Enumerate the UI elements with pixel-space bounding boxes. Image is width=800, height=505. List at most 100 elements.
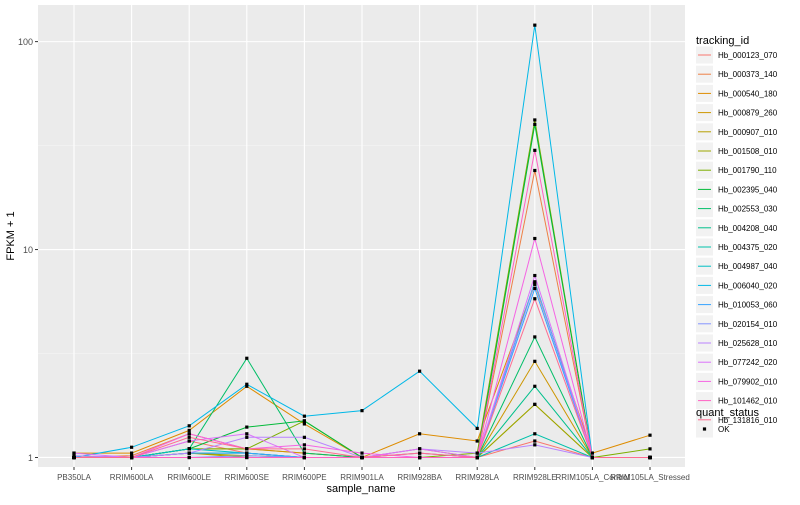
data-point — [418, 455, 422, 460]
x-tick-label: RRIM105LA_Control — [555, 473, 629, 482]
data-point — [245, 356, 249, 360]
x-tick-label: RRIM901LA — [340, 473, 384, 482]
data-point — [360, 455, 364, 460]
data-point — [302, 435, 306, 439]
data-point — [245, 425, 249, 429]
data-point — [302, 443, 306, 447]
data-point — [475, 439, 479, 443]
data-point — [533, 384, 537, 388]
legend-label: Hb_000373_140 — [718, 70, 778, 79]
legend: tracking_id Hb_000123_070 Hb_000373_140 Hb… — [696, 35, 778, 429]
data-point — [533, 297, 537, 301]
x-tick-label: RRIM928LA — [455, 473, 499, 482]
legend-label: Hb_001508_010 — [718, 147, 778, 156]
y-axis: 1 10 100 — [18, 37, 38, 463]
data-point — [533, 439, 537, 443]
shape-legend: quant_status OK — [696, 407, 759, 438]
data-point — [187, 451, 191, 455]
data-point — [302, 455, 306, 460]
data-point — [475, 455, 479, 460]
data-point — [533, 122, 537, 126]
data-point — [245, 435, 249, 439]
data-point — [187, 447, 191, 451]
data-point — [130, 454, 134, 458]
data-point — [187, 424, 191, 428]
legend-label: Hb_002395_040 — [718, 185, 778, 194]
x-tick-label: RRIM928BA — [397, 473, 442, 482]
data-point — [418, 451, 422, 455]
legend-label: Hb_006040_020 — [718, 281, 778, 290]
data-point — [533, 286, 537, 291]
y-tick-label: 1 — [28, 453, 33, 463]
x-tick-label: RRIM600SE — [225, 473, 269, 482]
data-point — [648, 455, 652, 460]
data-point — [533, 443, 537, 447]
data-point — [533, 432, 537, 436]
x-tick-label: RRIM600LA — [110, 473, 154, 482]
data-point — [130, 451, 134, 455]
legend-label: Hb_025628_010 — [718, 339, 778, 348]
data-point — [302, 422, 306, 426]
legend-label: Hb_131816_010 — [718, 416, 778, 425]
data-point — [187, 428, 191, 432]
data-point — [533, 118, 537, 122]
legend-label: Hb_004987_040 — [718, 262, 778, 271]
data-point — [533, 23, 537, 27]
data-point — [533, 148, 537, 152]
data-point — [533, 335, 537, 339]
y-axis-title: FPKM + 1 — [5, 211, 17, 260]
data-point — [245, 454, 249, 458]
data-point — [418, 369, 422, 373]
data-point — [475, 426, 479, 430]
x-axis: PB350LA RRIM600LA RRIM600LE RRIM600SE RRIM60… — [57, 467, 690, 482]
data-point — [360, 451, 364, 455]
data-points — [72, 23, 652, 460]
data-point — [245, 455, 249, 460]
legend-label: Hb_079902_010 — [718, 377, 778, 386]
legend-title: tracking_id — [696, 35, 749, 47]
data-point — [72, 451, 76, 455]
data-point — [533, 273, 537, 278]
y-tick-label: 100 — [18, 37, 33, 47]
data-point — [360, 409, 364, 413]
x-tick-label: RRIM600LE — [167, 473, 211, 482]
data-point — [475, 451, 479, 455]
data-point — [187, 439, 191, 443]
data-point — [302, 414, 306, 418]
data-point — [130, 445, 134, 449]
data-point — [648, 447, 652, 451]
data-point — [245, 447, 249, 451]
data-point — [72, 454, 76, 458]
data-point — [302, 447, 306, 451]
legend-label: Hb_000123_070 — [718, 51, 778, 60]
data-point — [418, 447, 422, 451]
legend-label: Hb_004208_040 — [718, 224, 778, 233]
legend-label: Hb_077242_020 — [718, 358, 778, 367]
data-point — [302, 419, 306, 423]
data-point — [648, 433, 652, 437]
x-tick-label: RRIM928LE — [513, 473, 557, 482]
y-tick-label: 10 — [23, 245, 33, 255]
data-point — [533, 168, 537, 173]
data-point — [130, 455, 134, 460]
legend-label: Hb_101462_010 — [718, 397, 778, 406]
data-point — [533, 402, 537, 407]
data-point — [533, 281, 537, 285]
shape-legend-title: quant_status — [696, 407, 759, 419]
x-tick-label: RRIM105LA_Stressed — [610, 473, 690, 482]
data-point — [245, 382, 249, 386]
legend-label: Hb_004375_020 — [718, 243, 778, 252]
data-point — [302, 451, 306, 455]
legend-label: Hb_002553_030 — [718, 205, 778, 214]
x-axis-title: sample_name — [326, 483, 395, 495]
data-point — [245, 384, 249, 388]
data-point — [590, 455, 594, 460]
x-tick-label: PB350LA — [57, 473, 91, 482]
shape-legend-marker — [702, 427, 707, 431]
data-point — [245, 451, 249, 455]
legend-label: Hb_020154_010 — [718, 320, 778, 329]
data-point — [72, 455, 76, 460]
data-point — [187, 455, 191, 460]
data-point — [533, 359, 537, 363]
